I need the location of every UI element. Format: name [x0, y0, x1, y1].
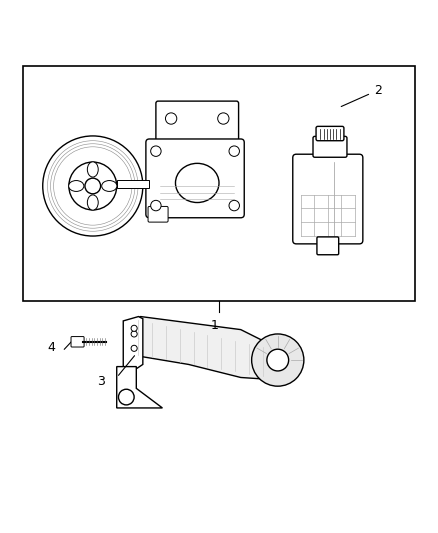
FancyBboxPatch shape — [146, 139, 244, 218]
FancyBboxPatch shape — [148, 206, 168, 222]
Text: 2: 2 — [341, 84, 382, 107]
Polygon shape — [117, 367, 162, 408]
Circle shape — [229, 200, 240, 211]
Circle shape — [131, 345, 137, 351]
Bar — [117, 180, 149, 188]
Circle shape — [43, 136, 143, 236]
Circle shape — [166, 113, 177, 124]
Circle shape — [218, 113, 229, 124]
FancyBboxPatch shape — [316, 126, 344, 141]
Bar — [23, 66, 415, 301]
Text: 3: 3 — [98, 375, 106, 389]
Ellipse shape — [176, 163, 219, 203]
FancyBboxPatch shape — [71, 336, 84, 347]
Text: 1: 1 — [211, 319, 219, 332]
Circle shape — [267, 349, 289, 371]
Ellipse shape — [87, 195, 98, 210]
Polygon shape — [130, 317, 284, 379]
Circle shape — [131, 325, 137, 332]
Circle shape — [85, 178, 101, 194]
FancyBboxPatch shape — [156, 101, 239, 147]
FancyBboxPatch shape — [293, 154, 363, 244]
Circle shape — [252, 334, 304, 386]
Ellipse shape — [69, 181, 84, 191]
Circle shape — [151, 146, 161, 156]
Circle shape — [131, 331, 137, 337]
Polygon shape — [123, 317, 143, 369]
Circle shape — [151, 200, 161, 211]
Ellipse shape — [102, 181, 117, 191]
Circle shape — [229, 146, 240, 156]
Circle shape — [69, 162, 117, 210]
Text: 4: 4 — [47, 341, 55, 353]
FancyBboxPatch shape — [313, 136, 347, 157]
Circle shape — [118, 389, 134, 405]
FancyBboxPatch shape — [317, 237, 339, 255]
Ellipse shape — [87, 162, 98, 177]
